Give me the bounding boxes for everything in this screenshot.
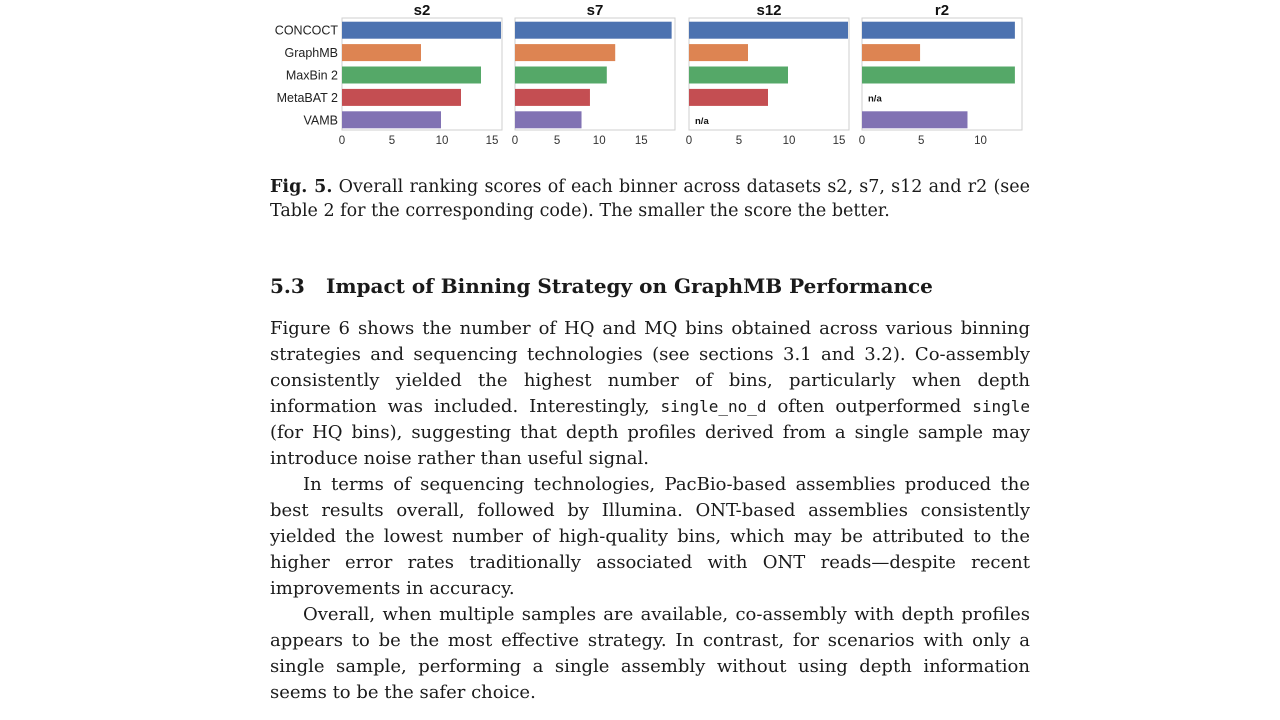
tick-label-s2-10: 10: [436, 135, 449, 147]
na-label-s12-vamb: n/a: [695, 116, 709, 127]
section-heading: 5.3 Impact of Binning Strategy on GraphMB…: [270, 272, 1030, 300]
code-single: single: [972, 397, 1030, 416]
paragraph-1-text-b: often outperformed: [777, 396, 962, 417]
tick-label-r2-10: 10: [974, 135, 987, 147]
bar-s12-metabat-2: [689, 88, 768, 106]
category-label-vamb: VAMB: [304, 113, 339, 127]
tick-label-s2-0: 0: [339, 135, 345, 147]
figure-label: Fig. 5.: [270, 177, 333, 197]
figure-caption: Fig. 5. Overall ranking scores of each b…: [270, 175, 1030, 223]
tick-label-s2-5: 5: [389, 135, 395, 147]
category-label-concoct: CONCOCT: [275, 24, 339, 38]
bar-s7-vamb: [515, 111, 582, 129]
paragraph-1-text-c: (for HQ bins), suggesting that depth pro…: [270, 422, 1030, 469]
bar-s7-maxbin-2: [515, 66, 607, 84]
bar-r2-vamb: [862, 111, 968, 129]
bar-s7-metabat-2: [515, 88, 590, 106]
tick-label-r2-5: 5: [918, 135, 924, 147]
tick-label-s12-5: 5: [736, 135, 742, 147]
bar-s2-vamb: [342, 111, 441, 129]
bar-r2-concoct: [862, 21, 1015, 39]
tick-label-s7-0: 0: [512, 135, 518, 147]
bar-s2-metabat-2: [342, 88, 461, 106]
bar-s12-concoct: [689, 21, 848, 39]
tick-label-s12-15: 15: [833, 135, 846, 147]
tick-label-s2-15: 15: [486, 135, 499, 147]
panel-title-r2: r2: [935, 2, 949, 19]
bar-r2-maxbin-2: [862, 66, 1015, 84]
section-body: Figure 6 shows the number of HQ and MQ b…: [270, 316, 1030, 706]
tick-label-s7-15: 15: [635, 135, 648, 147]
panel-title-s2: s2: [414, 2, 431, 19]
section-title: Impact of Binning Strategy on GraphMB Pe…: [326, 274, 933, 298]
tick-label-s12-10: 10: [783, 135, 796, 147]
panel-title-s12: s12: [756, 2, 781, 19]
bar-s2-graphmb: [342, 44, 421, 62]
bar-s2-maxbin-2: [342, 66, 481, 84]
tick-label-r2-0: 0: [859, 135, 865, 147]
bar-s2-concoct: [342, 21, 501, 39]
bar-s12-graphmb: [689, 44, 748, 62]
tick-label-s7-5: 5: [554, 135, 560, 147]
bar-s12-maxbin-2: [689, 66, 788, 84]
tick-label-s7-10: 10: [593, 135, 606, 147]
paragraph-3: Overall, when multiple samples are avail…: [270, 604, 1030, 703]
bar-s7-concoct: [515, 21, 672, 39]
category-label-graphmb: GraphMB: [285, 46, 339, 60]
bar-r2-graphmb: [862, 44, 921, 62]
figure-caption-text: Overall ranking scores of each binner ac…: [270, 177, 1030, 221]
panel-title-s7: s7: [587, 2, 604, 19]
code-single-no-d: single_no_d: [660, 397, 767, 416]
bar-s7-graphmb: [515, 44, 616, 62]
category-label-metabat-2: MetaBAT 2: [277, 91, 338, 105]
paragraph-1: Figure 6 shows the number of HQ and MQ b…: [270, 316, 1030, 472]
tick-label-s12-0: 0: [686, 135, 692, 147]
section-number: 5.3: [270, 274, 305, 298]
category-label-maxbin-2: MaxBin 2: [286, 69, 338, 83]
paragraph-1-text-a: Figure 6 shows the number of HQ and MQ b…: [270, 318, 1030, 417]
paragraph-2: In terms of sequencing technologies, Pac…: [270, 474, 1030, 599]
na-label-r2-metabat-2: n/a: [868, 93, 882, 104]
